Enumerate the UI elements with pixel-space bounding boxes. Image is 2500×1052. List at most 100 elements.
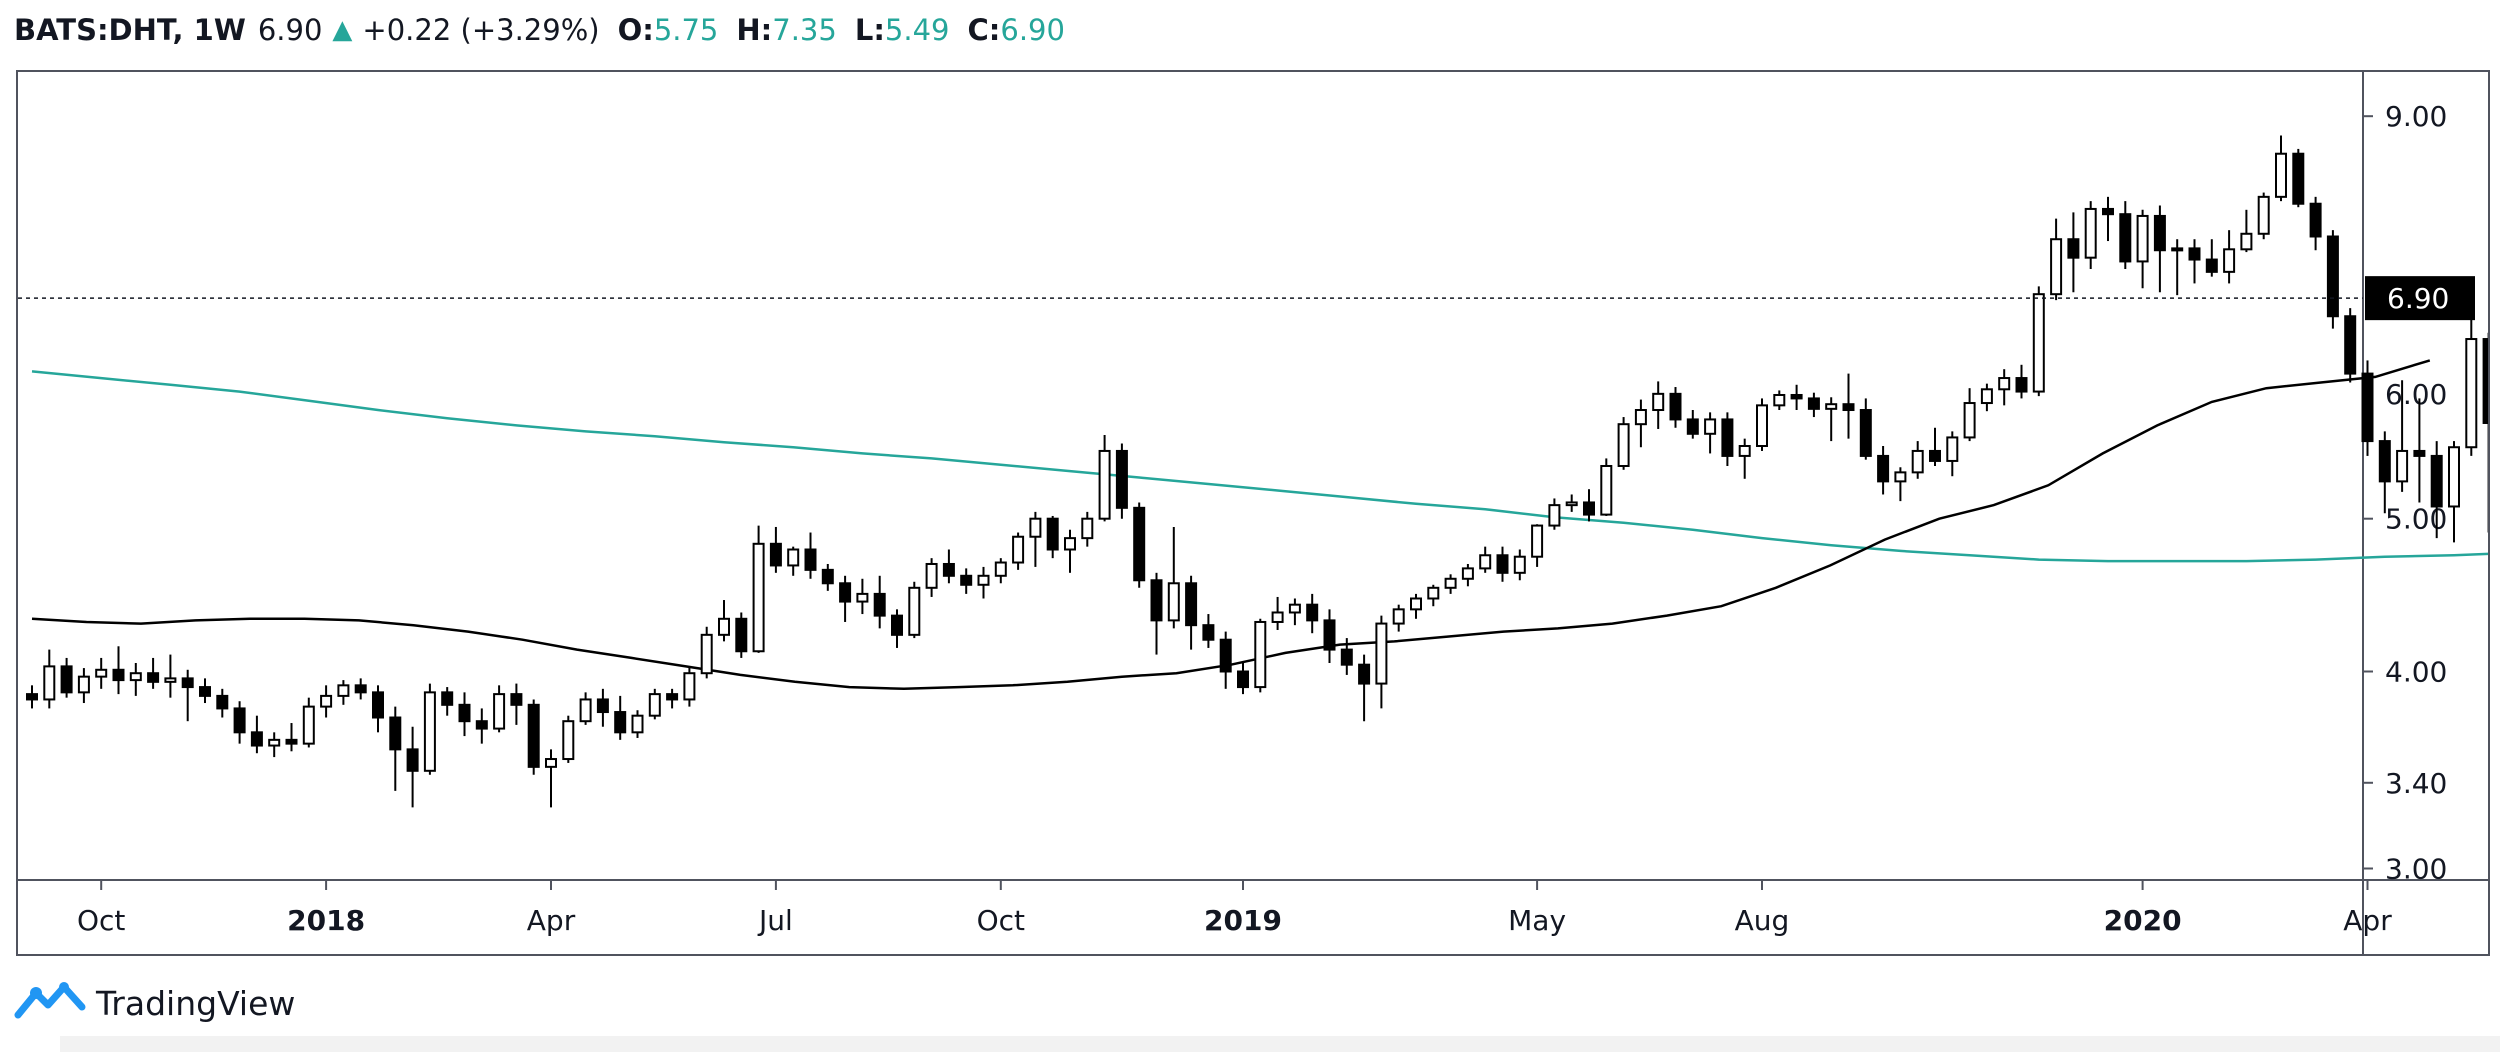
candle-up	[631, 714, 644, 734]
candle-up	[1513, 555, 1526, 574]
candle-up	[1998, 377, 2011, 391]
candle-down	[1496, 554, 1509, 574]
candle-up	[787, 548, 800, 567]
candle-up	[268, 738, 281, 747]
candle-up	[1167, 582, 1180, 622]
candle-up	[1980, 388, 1993, 405]
candle-up	[1098, 449, 1111, 520]
bottom-band	[60, 1036, 2500, 1052]
candle-down	[1219, 638, 1232, 673]
candle-up	[648, 693, 661, 717]
candle-up	[2257, 195, 2270, 235]
candle-up	[1600, 464, 1613, 516]
candle-up	[1531, 524, 1544, 558]
candle-down	[2102, 207, 2114, 216]
current-price-badge	[2365, 276, 2475, 321]
x-tick-label: Aug	[1735, 904, 1790, 937]
x-tick-label: Oct	[977, 904, 1025, 937]
candle-down	[1929, 449, 1941, 462]
candle-up	[1271, 611, 1284, 623]
candlestick-chart[interactable]: 9.00 6.00 5.00 4.00 3.40 3.00 Oct 2018 Apr Jul Oct…	[18, 72, 2488, 954]
candle-down	[2067, 238, 2080, 259]
candle-down	[2326, 235, 2339, 318]
price-change: +0.22 (+3.29%)	[362, 13, 600, 47]
candle-up	[337, 684, 350, 697]
current-price-label: 6.90	[2387, 282, 2449, 315]
candle-up	[1773, 393, 1786, 407]
candle-up	[2223, 248, 2236, 273]
candle-down	[1842, 403, 1855, 412]
candle-up	[1652, 392, 1665, 412]
candle-up	[1288, 603, 1301, 614]
candle-down	[942, 562, 955, 577]
triangle-up-icon: ▲	[332, 15, 353, 45]
candle-up	[1427, 586, 1440, 600]
candle-up	[579, 698, 592, 723]
candle-up	[2448, 446, 2460, 508]
symbol-header: BATS:DHT, 1W 6.90 ▲ +0.22 (+3.29%) O: 5.…	[14, 8, 1065, 52]
high-label: H:	[736, 13, 773, 47]
candle-down	[2119, 213, 2132, 263]
candle-down	[960, 574, 973, 586]
brand-name[interactable]: TradingView	[96, 983, 296, 1023]
candle-down	[2292, 152, 2305, 205]
footer: TradingView	[14, 978, 295, 1028]
candle-down	[181, 677, 194, 689]
open-value: 5.75	[653, 13, 719, 47]
candle-down	[666, 693, 679, 701]
candle-down	[1323, 619, 1336, 651]
candle-down	[26, 693, 38, 701]
x-tick-label: 2019	[1204, 904, 1282, 937]
candle-up	[2465, 338, 2478, 449]
candle-up	[1081, 517, 1094, 540]
candle-up	[2136, 214, 2149, 263]
candle-up	[1410, 597, 1422, 611]
candle-up	[320, 694, 333, 708]
candle-up	[752, 542, 765, 653]
candle-down	[147, 672, 160, 683]
x-tick-label: 2020	[2104, 904, 2182, 937]
candle-up	[1634, 409, 1647, 426]
candle-up	[856, 592, 869, 603]
candle-up	[164, 677, 177, 683]
chart-frame[interactable]: 9.00 6.00 5.00 4.00 3.40 3.00 Oct 2018 Apr Jul Oct…	[16, 70, 2490, 956]
candle-down	[510, 693, 523, 706]
candle-up	[95, 668, 108, 678]
x-tick-label: Jul	[757, 904, 793, 937]
y-tick-label: 5.00	[2385, 503, 2447, 536]
candle-down	[2413, 449, 2426, 457]
tradingview-logo-icon[interactable]	[14, 981, 86, 1025]
candle-up	[2240, 232, 2253, 251]
candle-down	[821, 568, 834, 585]
candle-down	[2015, 377, 2028, 393]
x-tick-label: May	[1508, 904, 1566, 937]
candle-down	[285, 738, 298, 745]
candle-down	[60, 665, 73, 694]
candle-up	[2032, 293, 2045, 393]
candle-down	[804, 548, 817, 571]
candle-up	[1617, 423, 1630, 467]
candle-up	[1738, 444, 1751, 457]
candle-up	[2171, 247, 2184, 252]
y-tick-label: 4.00	[2385, 655, 2447, 688]
x-tick-label: Apr	[527, 904, 576, 937]
candle-up	[908, 586, 921, 636]
candle-up	[493, 693, 506, 730]
high-value: 7.35	[772, 13, 837, 47]
candle-up	[1548, 504, 1561, 527]
candle-up	[718, 617, 730, 636]
candle-down	[1115, 449, 1128, 509]
candle-down	[112, 668, 125, 682]
candle-up	[1254, 620, 1267, 689]
candle-down	[1807, 397, 1820, 410]
candle-down	[441, 691, 454, 706]
x-tick-label: Oct	[77, 904, 125, 937]
candle-up	[683, 672, 696, 701]
candle-up	[994, 561, 1007, 577]
candle-up	[1704, 418, 1717, 435]
candle-down	[1185, 582, 1198, 627]
candle-down	[1133, 506, 1146, 582]
y-tick-label: 6.00	[2385, 378, 2447, 411]
candle-down	[389, 716, 402, 751]
candle-up	[925, 562, 938, 589]
